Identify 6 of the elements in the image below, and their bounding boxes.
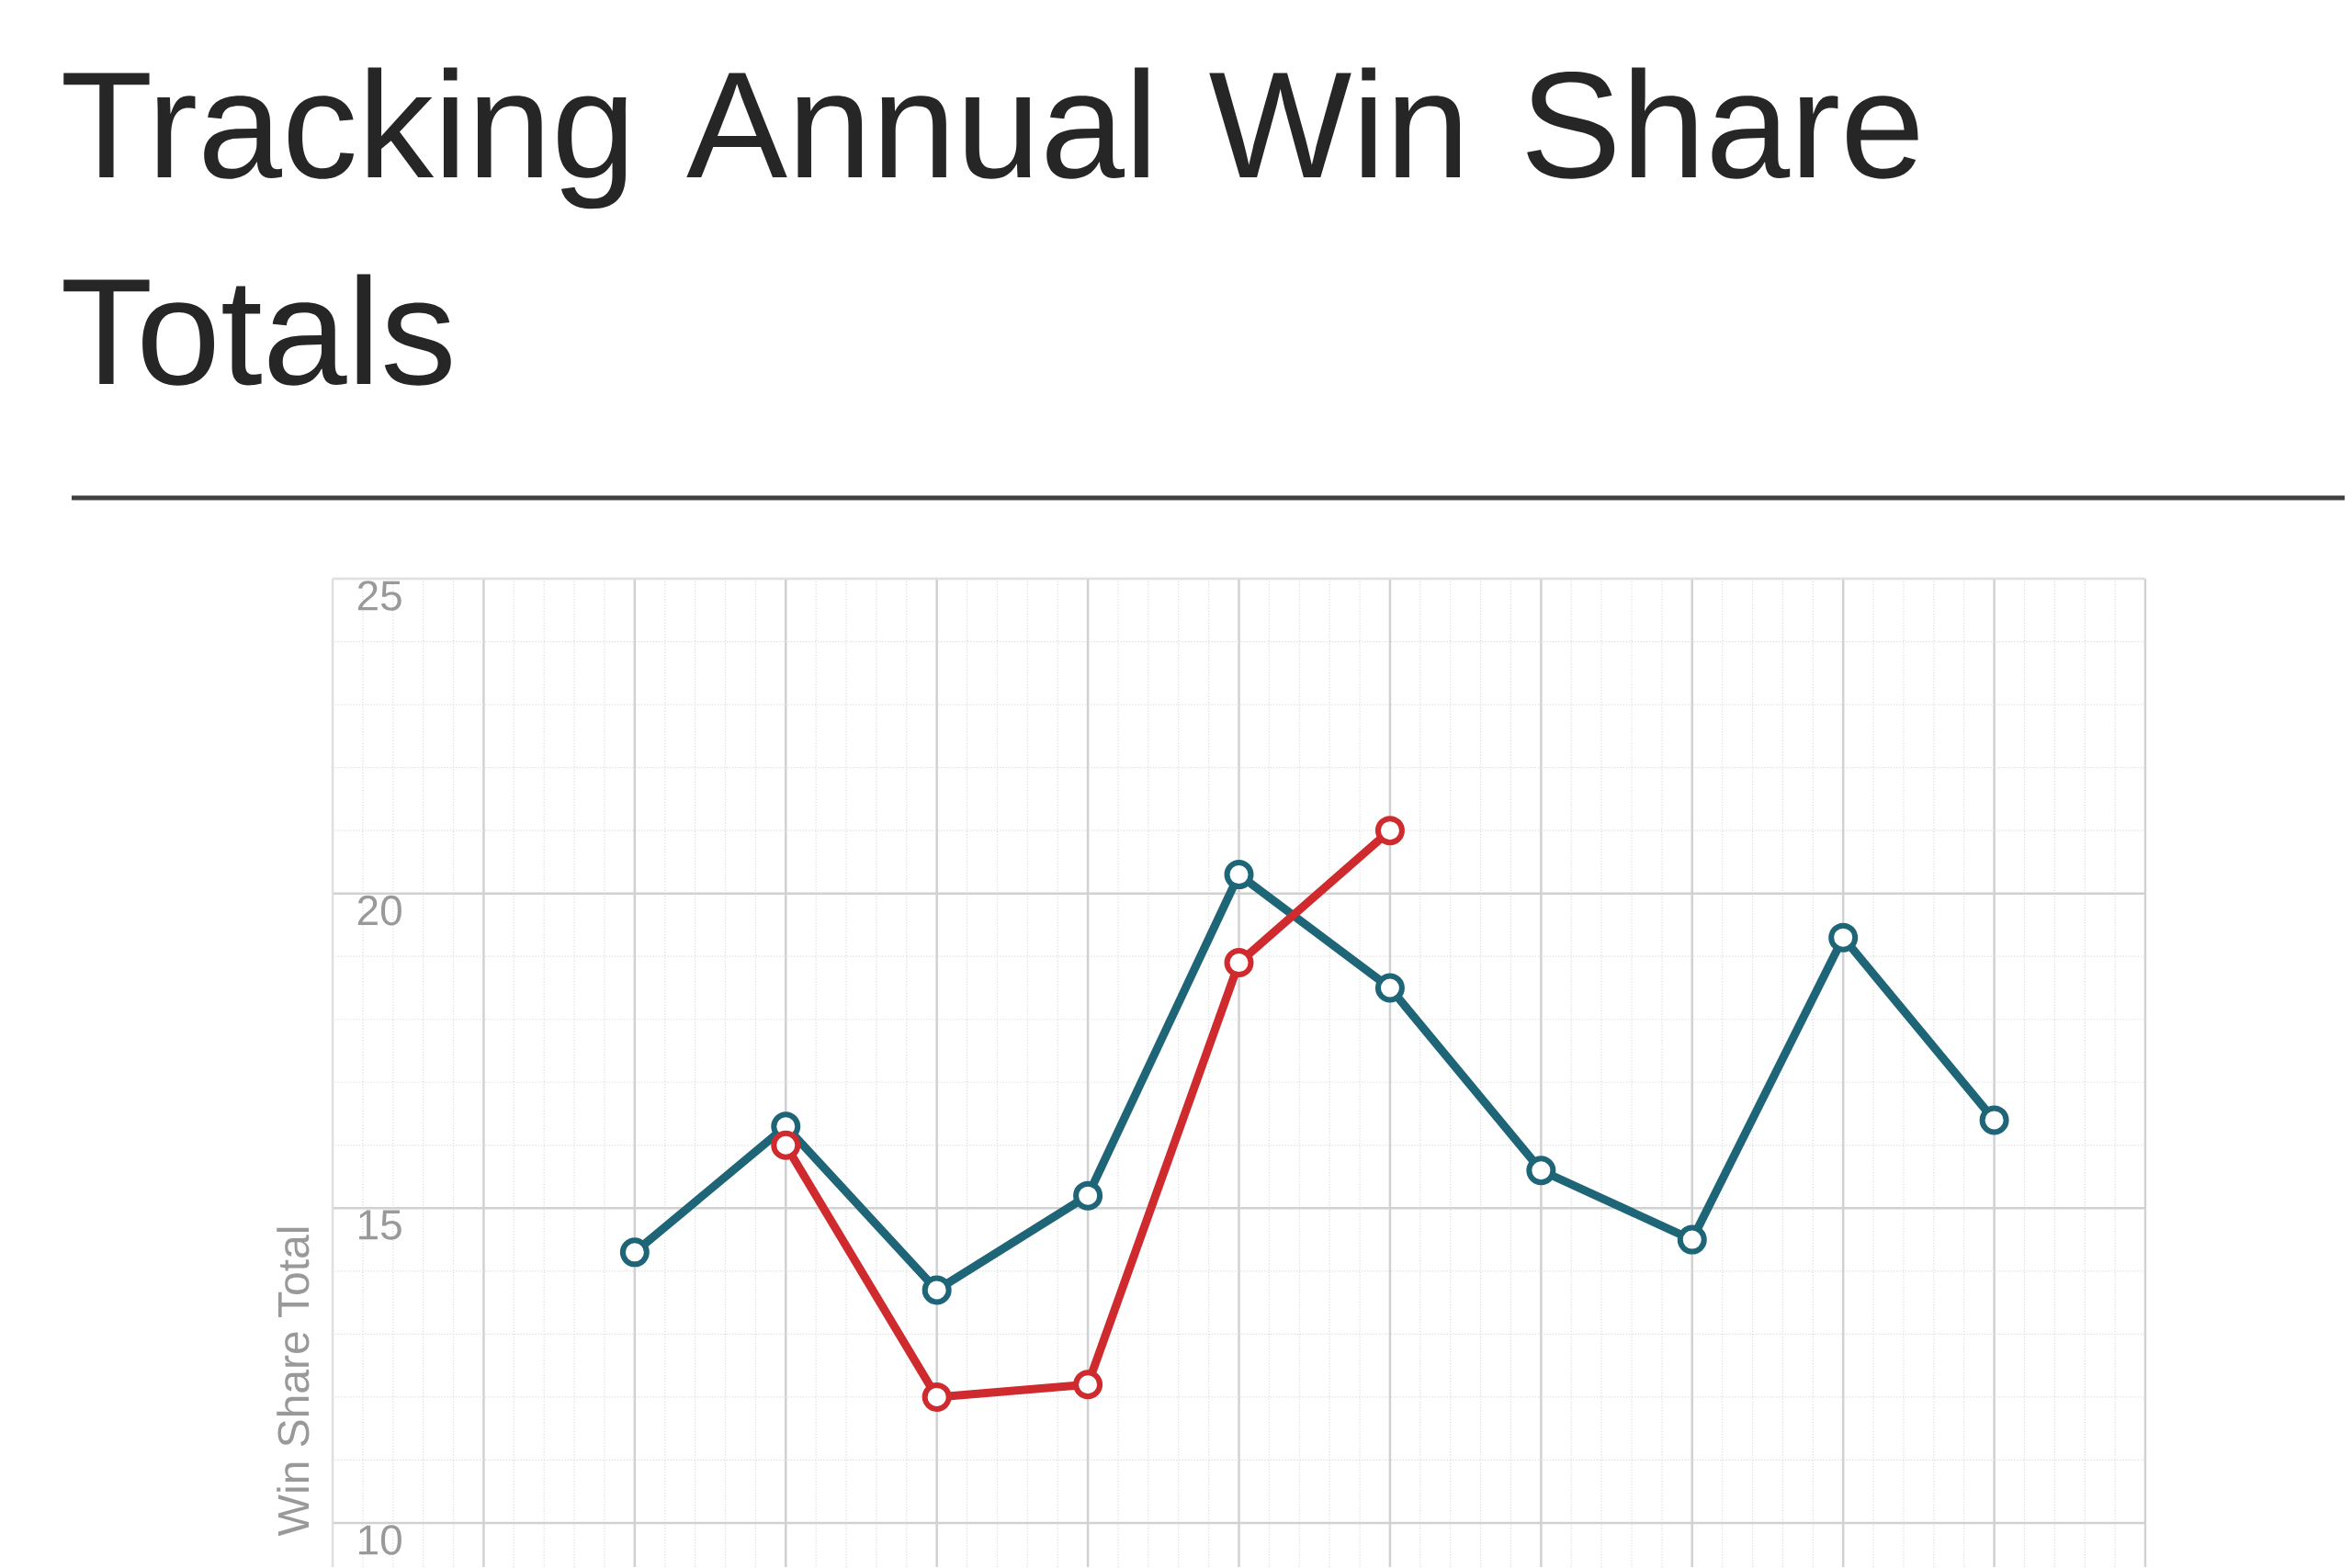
y-tick-label: 10 [359,1525,401,1555]
y-axis-title: Win Share Total [277,1227,310,1537]
y-tick-label: 15 [359,1210,401,1240]
y-tick-label: 25 [357,581,401,611]
y-tick-label: 20 [357,895,401,926]
chart-title: Tracking Annual Win Share Totals [63,67,1918,386]
